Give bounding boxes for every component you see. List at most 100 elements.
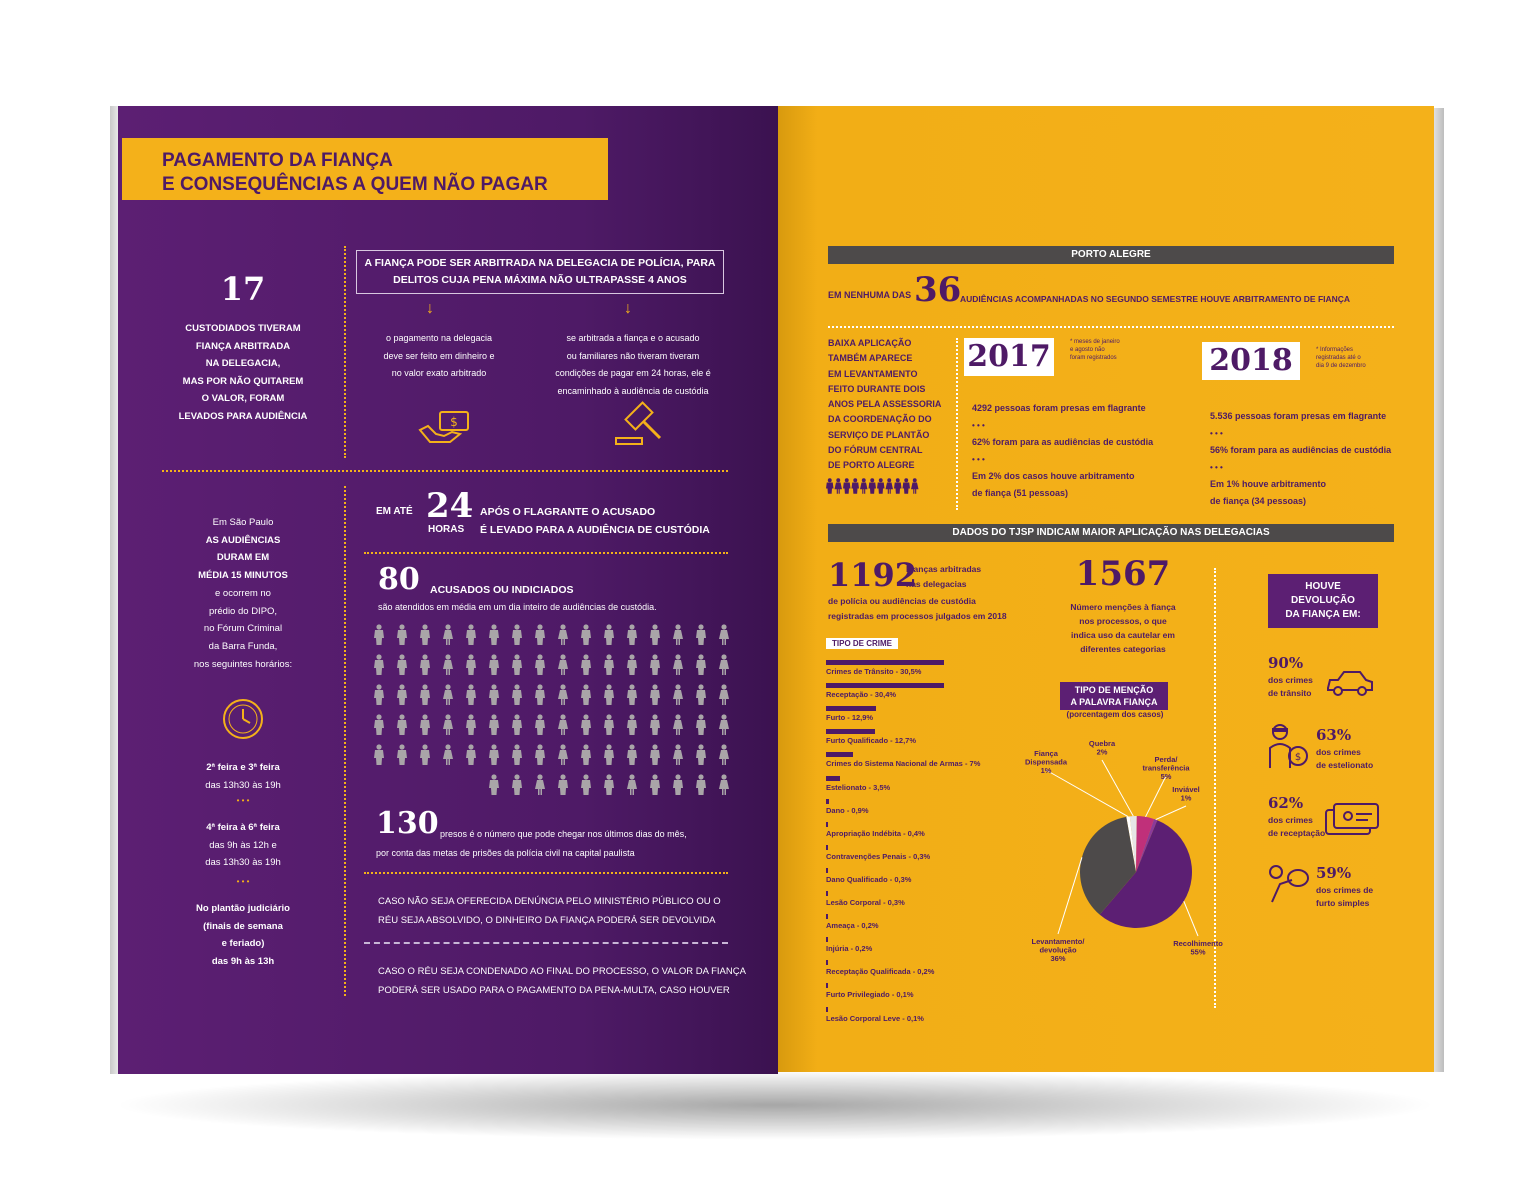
mencao-pie-chart: Recolhimento 55% Levantamento/devolução 36%… [1025, 739, 1223, 963]
card-icon [1325, 803, 1379, 835]
devolucao-title: HOUVE DEVOLUÇÃO DA FIANÇA EM: [1268, 574, 1378, 628]
dev-59-text: dos crimes de furto simples [1316, 885, 1374, 908]
crime-bar-label: Lesão Corporal - 0,3% [826, 898, 905, 907]
person-icon [581, 654, 591, 675]
dev-90-pct: 90% [1268, 654, 1304, 672]
person-icon [420, 684, 430, 705]
person-icon [420, 654, 430, 675]
person-icon [374, 684, 384, 705]
person-icon [719, 774, 729, 795]
person-icon [650, 744, 660, 765]
person-icon [673, 714, 683, 735]
crime-bar [826, 867, 828, 873]
crime-bar-label: Ameaça - 0,2% [826, 921, 879, 931]
divider-conditions [364, 942, 728, 944]
person-icon [581, 714, 591, 735]
person-icon [673, 774, 683, 795]
crime-bar-label: Dano - 0,9% [826, 805, 869, 815]
person-icon [420, 744, 430, 765]
person-icon [673, 684, 683, 705]
person-icon [512, 624, 522, 645]
person-icon [512, 684, 522, 705]
h24-line-2: É LEVADO PARA A AUDIÊNCIA DE CUSTÓDIA [480, 524, 710, 536]
person-icon [512, 774, 522, 795]
divider-vertical-tjsp [1214, 568, 1216, 1008]
person-icon [627, 654, 637, 675]
person-icon [604, 654, 614, 675]
person-icon [443, 654, 453, 675]
crime-bar [826, 660, 944, 665]
nenhuma-text: AUDIÊNCIAS ACOMPANHADAS NO SEGUNDO SEMES… [960, 294, 1351, 304]
porto-alegre-header: PORTO ALEGRE [828, 246, 1394, 264]
person-icon [627, 624, 637, 645]
pie-label: Fiança Dispensada 1% [1025, 749, 1068, 775]
person-icon [535, 624, 545, 645]
person-icon [627, 744, 637, 765]
person-icon [535, 774, 545, 795]
h24-prefix: EM ATÉ [376, 506, 413, 517]
mini-person-icon [868, 478, 876, 494]
crime-bar-label: Receptação Qualificada - 0,2% [826, 967, 935, 977]
pie-label: Levantamento/devolução 36% [1032, 937, 1086, 963]
person-icon [673, 654, 683, 675]
dev-62-text: dos crimes de receptação [1268, 815, 1326, 838]
n80-label: ACUSADOS OU INDICIADOS [430, 584, 574, 596]
person-icon [443, 684, 453, 705]
nenhuma-prefix: EM NENHUMA DAS [828, 290, 912, 300]
person-icon [696, 684, 706, 705]
person-icon [558, 684, 568, 705]
person-icon [489, 624, 499, 645]
divider-vertical-porto [956, 338, 958, 510]
mini-person-icon [834, 478, 842, 494]
crime-bar [826, 960, 828, 966]
year-2018-note: * Informações registradas até o dia 9 de d… [1316, 347, 1366, 369]
person-icon [397, 684, 407, 705]
crime-bar [826, 891, 828, 896]
people-grid [374, 624, 729, 795]
col1-text: o pagamento na delegacia deve ser feito e… [383, 333, 495, 378]
person-icon [696, 654, 706, 675]
schedule-3: No plantão judiciário (finais de semana e … [196, 903, 290, 967]
crime-bar [826, 775, 840, 781]
left-page: PAGAMENTO DA FIANÇA E CONSEQUÊNCIAS A QU… [118, 106, 778, 1074]
car-icon [1327, 671, 1373, 696]
person-icon [581, 744, 591, 765]
person-icon [535, 654, 545, 675]
person-icon [719, 654, 729, 675]
condition-1: CASO NÃO SEJA OFERECIDA DENÚNCIA PELO MI… [378, 896, 721, 926]
crime-bar [826, 706, 876, 712]
n130-line-1: presos é o número que pode chegar nos úl… [440, 829, 687, 839]
person-icon [650, 654, 660, 675]
year-2018-items: 5.536 pessoas foram presas em flagrante … [1210, 411, 1392, 506]
person-icon [581, 774, 591, 795]
baixa-text: BAIXA APLICAÇÃO TAMBÉM APARECE EM LEVANTAM… [828, 338, 942, 471]
person-icon [443, 624, 453, 645]
title-line-2: E CONSEQUÊNCIAS A QUEM NÃO PAGAR [162, 174, 548, 195]
year-2017: 2017 [964, 338, 1054, 376]
person-icon [489, 744, 499, 765]
person-icon [558, 624, 568, 645]
condition-2: CASO O RÉU SEJA CONDENADO AO FINAL DO PR… [378, 966, 746, 996]
right-page-edge [1434, 108, 1444, 1072]
person-icon [489, 774, 499, 795]
pie-leader-line [1183, 900, 1199, 937]
pie-leader-line [1155, 805, 1187, 821]
money-hand-icon: $ [418, 411, 469, 443]
person-icon [604, 714, 614, 735]
person-icon [443, 714, 453, 735]
crime-bar-label: Furto - 12,9% [826, 713, 874, 723]
dev-90-text: dos crimes de trânsito [1268, 675, 1313, 698]
crime-bar-label: Receptação - 30,4% [826, 690, 897, 700]
person-icon [466, 714, 476, 735]
left-page-edge [110, 106, 120, 1074]
person-icon [535, 744, 545, 765]
person-icon [627, 714, 637, 735]
pie-slice [1099, 820, 1192, 928]
mini-person-icon [877, 478, 885, 494]
year-2017-items: 4292 pessoas foram presas em flagrante •… [972, 403, 1154, 498]
h24-line-1: APÓS O FLAGRANTE O ACUSADO [480, 506, 656, 518]
dev-63-pct: 63% [1316, 726, 1352, 744]
n1192-text-bottom: de polícia ou audiências de custódia regi… [828, 596, 1007, 621]
pie-slice [1136, 816, 1155, 872]
person-icon [673, 624, 683, 645]
